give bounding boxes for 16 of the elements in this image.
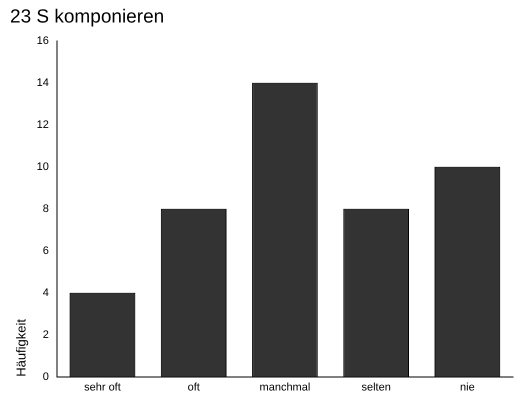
y-tick-label: 6 — [42, 244, 49, 257]
y-tick-label: 0 — [42, 370, 49, 383]
y-tick-label: 4 — [42, 286, 49, 299]
y-tick-label: 8 — [42, 202, 49, 215]
y-tick-label: 10 — [36, 160, 49, 173]
y-tick-label: 16 — [36, 34, 49, 47]
chart-title: 23 S komponieren — [10, 6, 164, 28]
x-tick-label: sehr oft — [84, 381, 121, 394]
x-tick-label: oft — [188, 381, 200, 394]
y-tick-label: 2 — [42, 328, 49, 341]
x-tick-label: manchmal — [260, 381, 310, 394]
y-tick-label: 12 — [36, 118, 49, 131]
x-tick-label: selten — [361, 381, 391, 394]
y-tick-label: 14 — [36, 76, 49, 89]
x-tick-label: nie — [460, 381, 475, 394]
y-axis-title: Häufigkeit — [13, 318, 28, 377]
